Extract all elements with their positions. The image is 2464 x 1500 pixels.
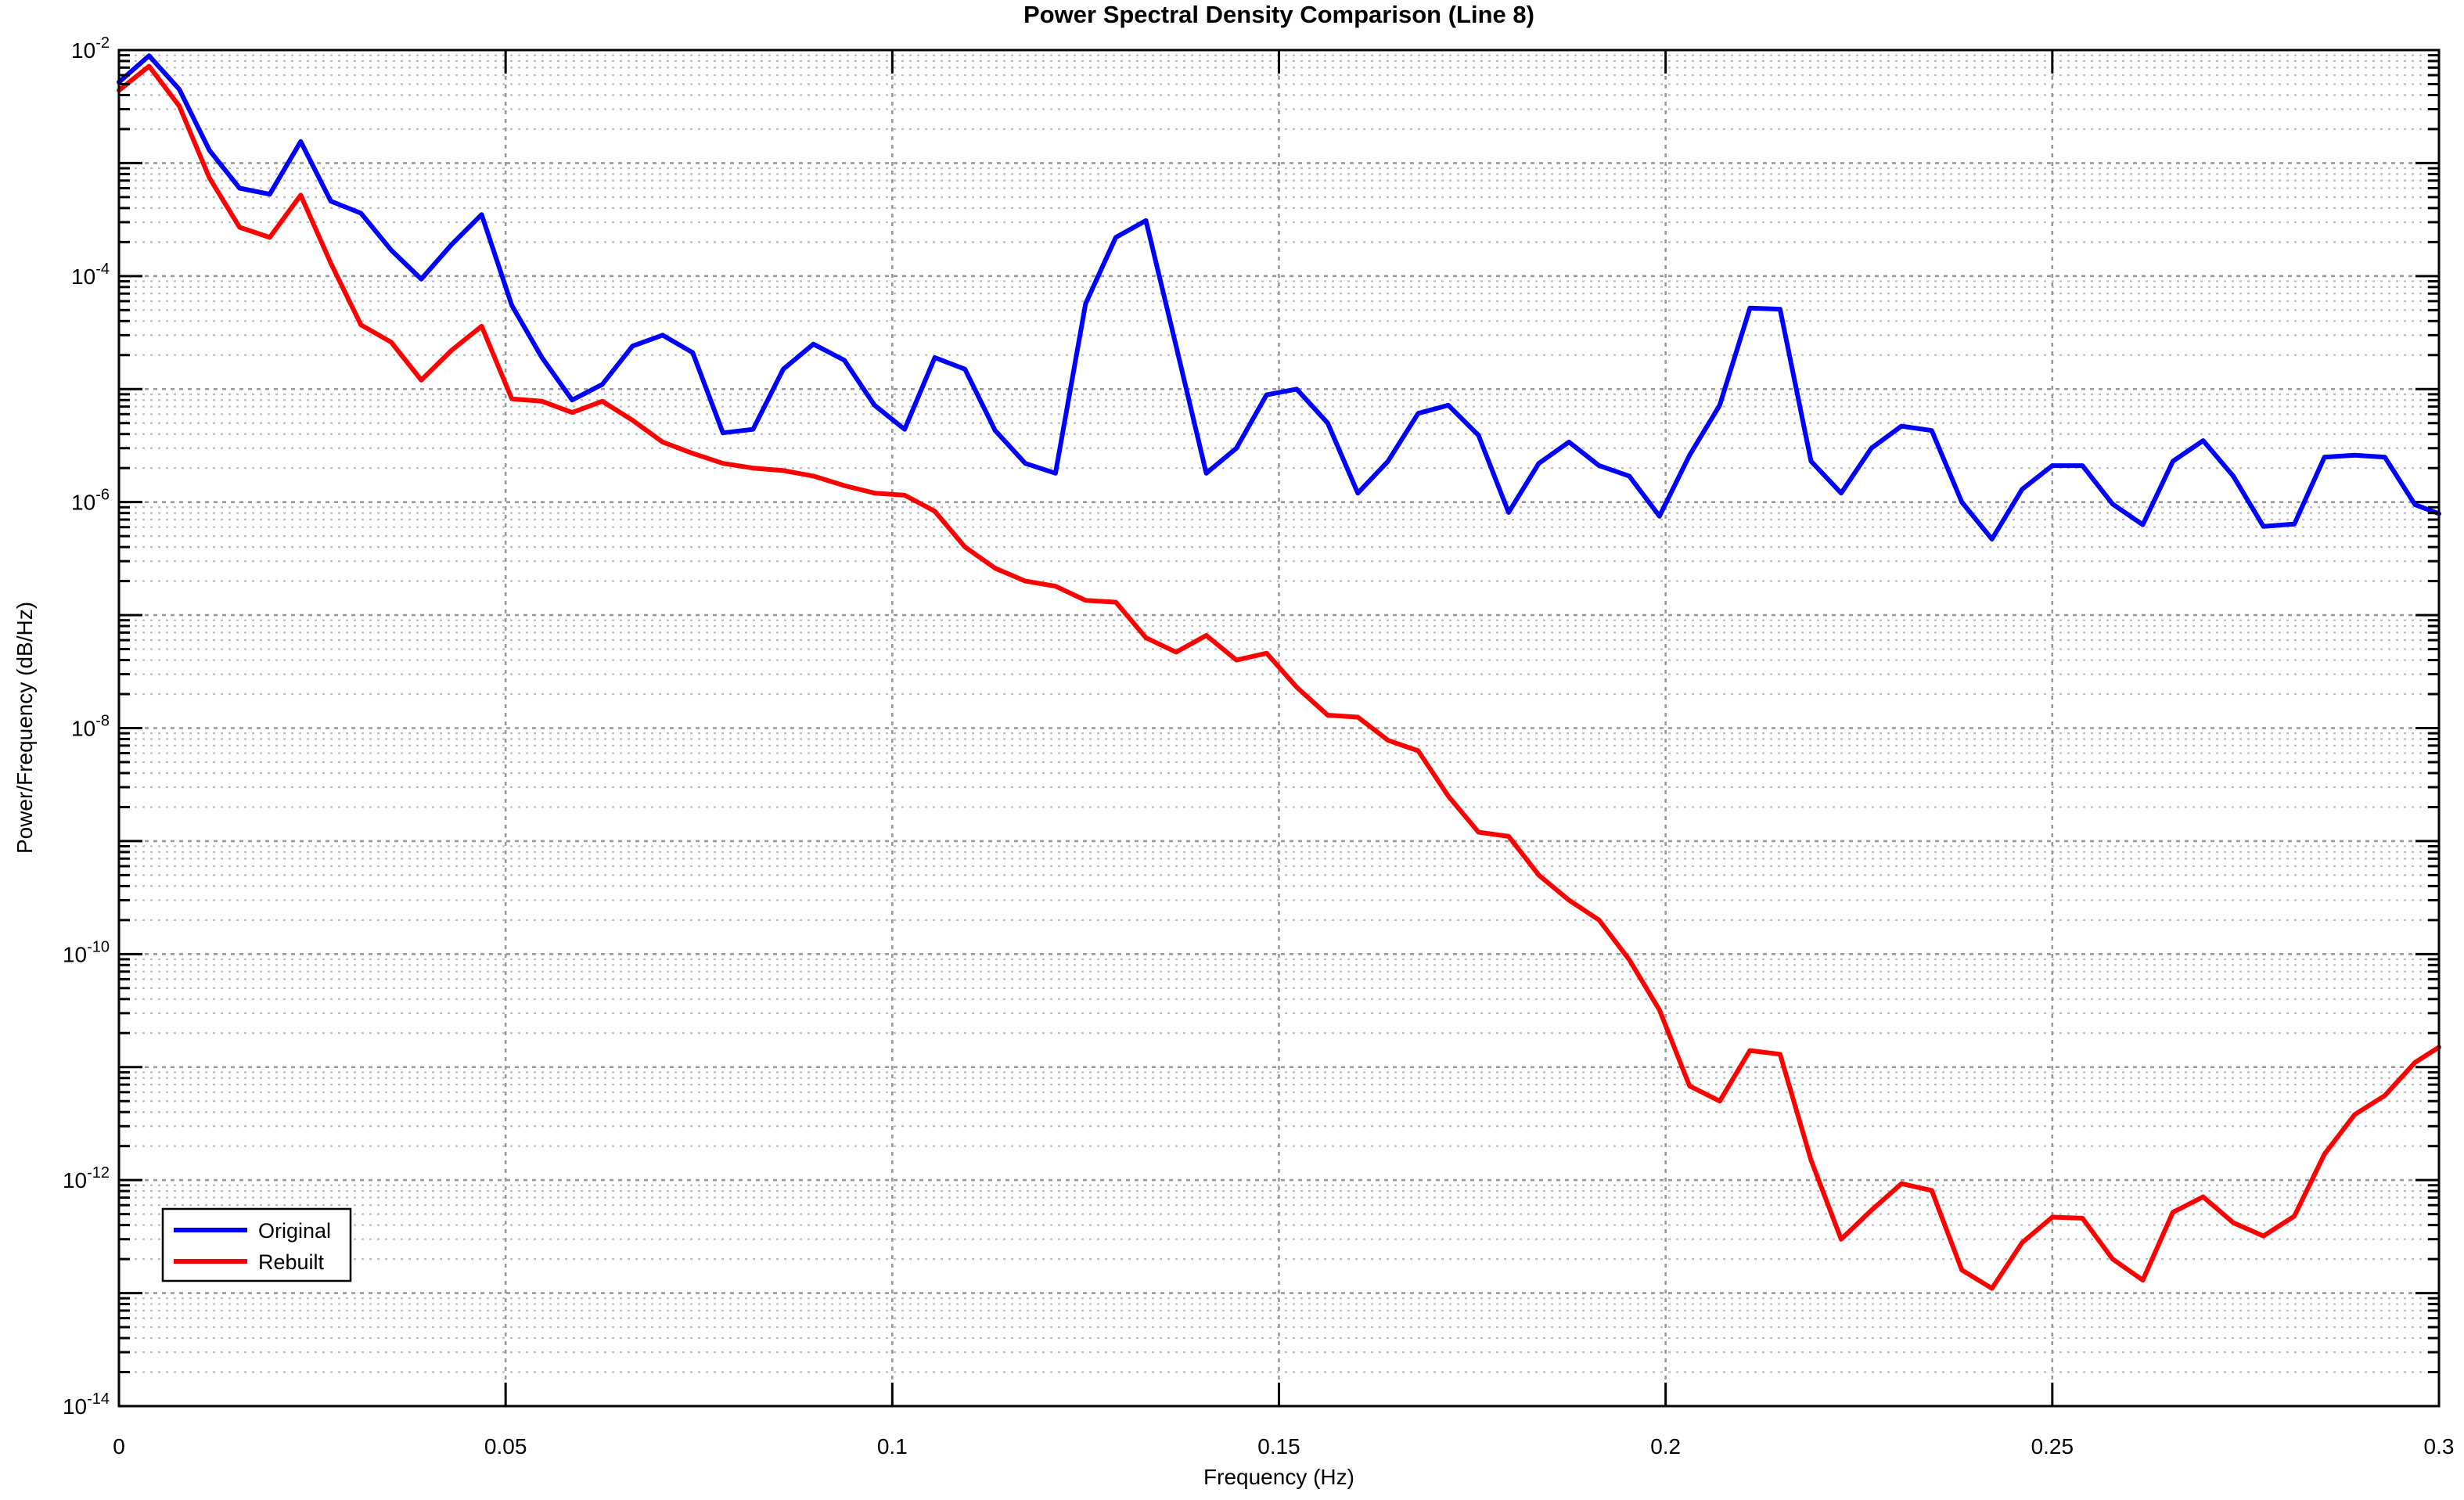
legend-label-rebuilt: Rebuilt bbox=[258, 1250, 325, 1274]
chart-title: Power Spectral Density Comparison (Line … bbox=[1023, 1, 1534, 28]
x-tick-label: 0.05 bbox=[484, 1434, 527, 1459]
legend-label-original: Original bbox=[258, 1219, 331, 1243]
grid-lines bbox=[119, 50, 2439, 1406]
x-axis-label: Frequency (Hz) bbox=[1203, 1465, 1354, 1489]
y-tick-label: 10-14 bbox=[63, 1390, 110, 1419]
y-tick-labels: 10-2 10-4 10-6 10-8 10-10 10-12 10-14 bbox=[63, 34, 110, 1419]
x-tick-label: 0 bbox=[113, 1434, 125, 1459]
x-tick-label: 0.2 bbox=[1650, 1434, 1681, 1459]
x-tick-label: 0.1 bbox=[877, 1434, 908, 1459]
x-tick-labels: 0 0.05 0.1 0.15 0.2 0.25 0.3 bbox=[113, 1434, 2454, 1459]
series-line-original bbox=[117, 53, 2441, 541]
data-series bbox=[117, 53, 2441, 1291]
x-tick-label: 0.3 bbox=[2424, 1434, 2455, 1459]
series-line-rebuilt bbox=[117, 63, 2441, 1291]
y-tick-label: 10-12 bbox=[63, 1164, 110, 1192]
y-tick-label: 10-2 bbox=[71, 34, 110, 63]
legend-box bbox=[161, 1207, 352, 1282]
axis-ticks bbox=[117, 49, 2441, 1408]
y-tick-label: 10-4 bbox=[71, 261, 110, 289]
legend: Original Rebuilt bbox=[161, 1207, 352, 1282]
x-tick-label: 0.25 bbox=[2031, 1434, 2074, 1459]
y-tick-label: 10-8 bbox=[71, 713, 110, 741]
y-tick-label: 10-6 bbox=[71, 487, 110, 515]
x-tick-label: 0.15 bbox=[1257, 1434, 1300, 1459]
y-tick-label: 10-10 bbox=[63, 938, 110, 966]
